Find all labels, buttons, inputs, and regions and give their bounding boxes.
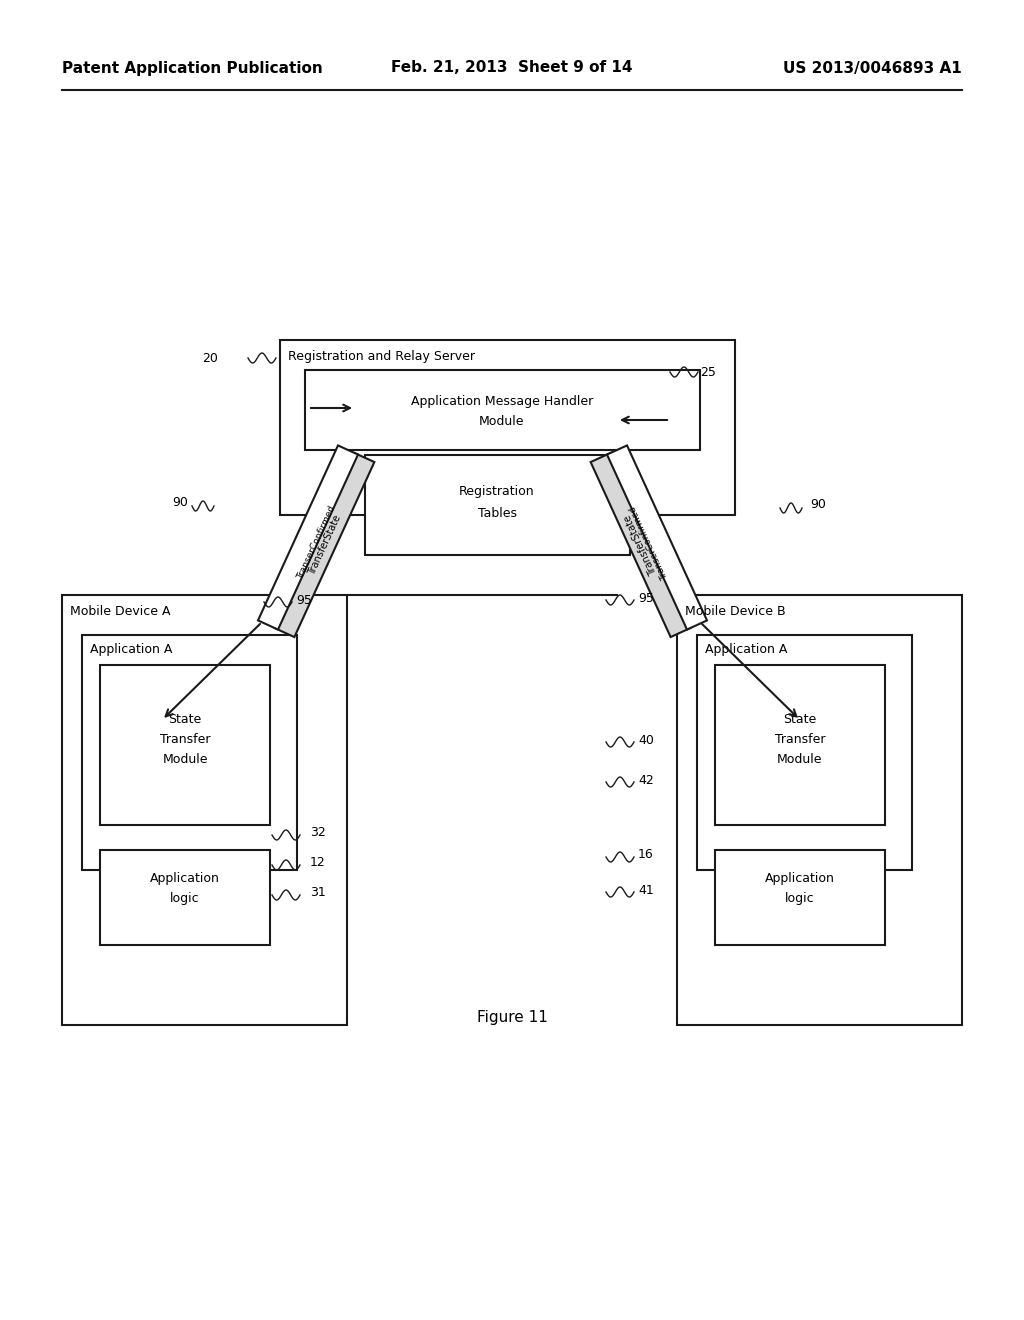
Text: TransferState: TransferState: [306, 513, 342, 577]
Bar: [677, 595, 962, 1026]
Bar: [82, 635, 297, 870]
Text: State: State: [783, 713, 816, 726]
Text: 25: 25: [700, 366, 716, 379]
Polygon shape: [607, 445, 707, 630]
Text: TransferState: TransferState: [623, 513, 658, 577]
Text: Registration and Relay Server: Registration and Relay Server: [288, 350, 475, 363]
Text: Application: Application: [765, 873, 835, 884]
Text: 16: 16: [638, 849, 653, 862]
Text: 41: 41: [638, 883, 653, 896]
Bar: [365, 455, 630, 554]
Text: 90: 90: [172, 495, 188, 508]
Polygon shape: [258, 445, 358, 630]
Text: 40: 40: [638, 734, 654, 747]
Text: US 2013/0046893 A1: US 2013/0046893 A1: [783, 61, 962, 75]
Text: Module: Module: [777, 752, 822, 766]
Text: 31: 31: [310, 886, 326, 899]
Text: logic: logic: [170, 892, 200, 906]
Polygon shape: [591, 453, 690, 638]
Bar: [305, 370, 700, 450]
Text: Figure 11: Figure 11: [476, 1010, 548, 1026]
Bar: [697, 635, 912, 870]
Text: Application Message Handler: Application Message Handler: [411, 395, 593, 408]
Text: 95: 95: [638, 591, 654, 605]
Bar: [715, 665, 885, 825]
Text: Feb. 21, 2013  Sheet 9 of 14: Feb. 21, 2013 Sheet 9 of 14: [391, 61, 633, 75]
Bar: [100, 850, 270, 945]
Text: Transfer: Transfer: [775, 733, 825, 746]
Text: Module: Module: [479, 414, 524, 428]
Bar: [100, 665, 270, 825]
Text: 90: 90: [810, 498, 826, 511]
Text: Mobile Device A: Mobile Device A: [70, 605, 171, 618]
Text: TranserConfirmed: TranserConfirmed: [629, 504, 670, 581]
Text: Application: Application: [151, 873, 220, 884]
Text: Application A: Application A: [90, 643, 172, 656]
Bar: [62, 595, 347, 1026]
Text: Patent Application Publication: Patent Application Publication: [62, 61, 323, 75]
Text: 42: 42: [638, 774, 653, 787]
Text: 95: 95: [296, 594, 312, 606]
Text: Mobile Device B: Mobile Device B: [685, 605, 785, 618]
Bar: [715, 850, 885, 945]
Text: Registration: Registration: [459, 484, 535, 498]
Bar: [280, 341, 735, 515]
Text: 32: 32: [310, 825, 326, 838]
Text: TranserConfirmed: TranserConfirmed: [295, 504, 337, 581]
Text: Tables: Tables: [477, 507, 516, 520]
Text: 20: 20: [202, 351, 218, 364]
Text: Application A: Application A: [705, 643, 787, 656]
Text: State: State: [168, 713, 202, 726]
Text: Module: Module: [162, 752, 208, 766]
Text: logic: logic: [785, 892, 815, 906]
Text: 12: 12: [310, 855, 326, 869]
Text: Transfer: Transfer: [160, 733, 210, 746]
Polygon shape: [274, 453, 375, 638]
